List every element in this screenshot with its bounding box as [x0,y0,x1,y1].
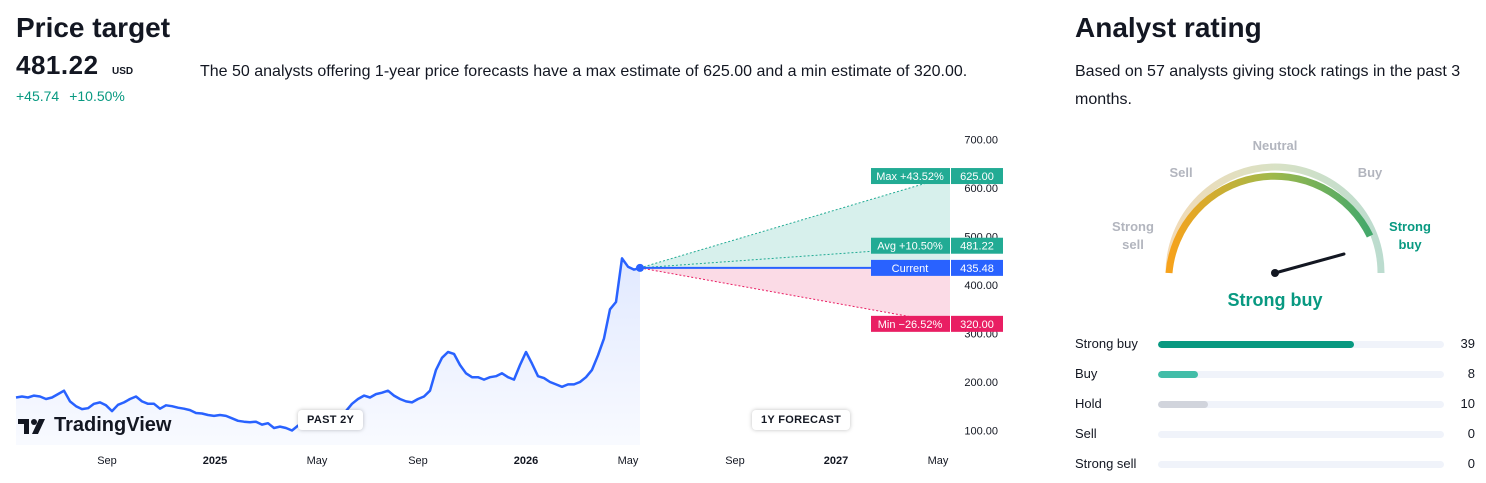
price-change: +45.74 +10.50% [16,88,135,104]
history-area [16,258,640,445]
tradingview-logo[interactable]: TradingView [18,414,171,437]
forecast-min-line [639,267,951,325]
gauge-needle [1273,252,1346,275]
x-tick-label: Sep [408,455,428,467]
rating-row: Sell 0 [1075,424,1475,444]
rating-row-label: Sell [1075,426,1097,441]
rating-row-count: 39 [1460,336,1475,351]
current-badge-pct: Current [892,263,929,275]
min-badge: Min −26.52% 320.00 [871,315,1003,332]
rating-row-count: 0 [1467,426,1475,441]
rating-bar-track [1158,431,1444,438]
rating-bar-fill [1158,401,1209,408]
gauge-label-strong-buy: Strong buy [1389,219,1431,252]
max-badge-value: 625.00 [960,171,994,183]
x-tick-label: Sep [97,455,117,467]
avg-badge: Avg +10.50% 481.22 [871,237,1003,254]
rating-row-label: Buy [1075,366,1098,381]
x-tick-label: May [618,455,639,467]
current-badge: Current 435.48 [871,259,1003,276]
max-badge: Max +43.52% 625.00 [871,168,1003,185]
y-tick-label: 100.00 [964,425,998,437]
x-tick-label: 2025 [203,455,227,467]
rating-bar-track [1158,461,1444,468]
rating-row-count: 10 [1460,396,1475,411]
min-badge-value: 320.00 [960,319,994,331]
rating-gauge [1165,163,1385,277]
price-target-title: Price target [16,12,171,43]
gauge-label-buy: Buy [1357,165,1383,180]
avg-badge-value: 481.22 [960,241,994,253]
gauge-label-neutral: Neutral [1252,138,1298,153]
x-tick-label: 2026 [514,455,538,467]
max-badge-pct: Max +43.52% [876,171,944,183]
current-badge-value: 435.48 [960,263,994,275]
forecast-period-pill: 1Y FORECAST [752,410,851,430]
tradingview-icon [18,418,45,434]
analyst-rating-description: Based on 57 analysts giving stock rating… [1075,63,1461,108]
y-tick-label: 700.00 [964,135,998,147]
rating-row-label: Hold [1075,396,1102,411]
rating-bar-fill [1158,341,1354,348]
rating-row-count: 0 [1467,456,1475,471]
avg-badge-pct: Avg +10.50% [877,241,943,253]
price-target-description: The 50 analysts offering 1-year price fo… [200,63,968,80]
tradingview-wordmark: TradingView [54,414,172,436]
price-forecast-chart[interactable]: 100.00200.00300.00400.00500.00600.00700.… [0,130,1010,475]
rating-bar-track [1158,401,1444,408]
past-period-pill: PAST 2Y [298,410,364,430]
rating-row-label: Strong buy [1075,336,1138,351]
y-tick-label: 600.00 [964,183,998,195]
rating-row-count: 8 [1467,366,1475,381]
y-tick-label: 200.00 [964,377,998,389]
rating-row: Buy 8 [1075,364,1475,384]
change-absolute: +45.74 [16,88,60,104]
gauge-label-strong-sell: Strong sell [1112,219,1154,252]
x-tick-label: May [307,455,328,467]
gauge-progress [1165,172,1374,274]
min-badge-pct: Min −26.52% [878,319,943,331]
forecast-max-line [639,175,951,269]
current-price-marker [636,263,644,272]
rating-row-label: Strong sell [1075,456,1137,471]
rating-bar-track [1158,341,1444,348]
currency-label: USD [112,66,134,77]
rating-bar-fill [1158,371,1199,378]
rating-row: Hold 10 [1075,394,1475,414]
x-tick-label: May [928,455,949,467]
rating-row: Strong buy 39 [1075,334,1475,354]
change-percent: +10.50% [69,88,125,104]
analyst-rating-title: Analyst rating [1075,12,1262,43]
y-tick-label: 400.00 [964,280,998,292]
gauge-label-sell: Sell [1169,165,1193,180]
x-tick-label: 2027 [824,455,848,467]
gauge-needle-pivot [1271,269,1279,277]
rating-result: Strong buy [1227,290,1323,310]
rating-bar-track [1158,371,1444,378]
rating-row: Strong sell 0 [1075,454,1475,474]
gauge-track [1165,163,1385,274]
price-target-value: 481.22 [16,50,99,80]
x-tick-label: Sep [725,455,745,467]
